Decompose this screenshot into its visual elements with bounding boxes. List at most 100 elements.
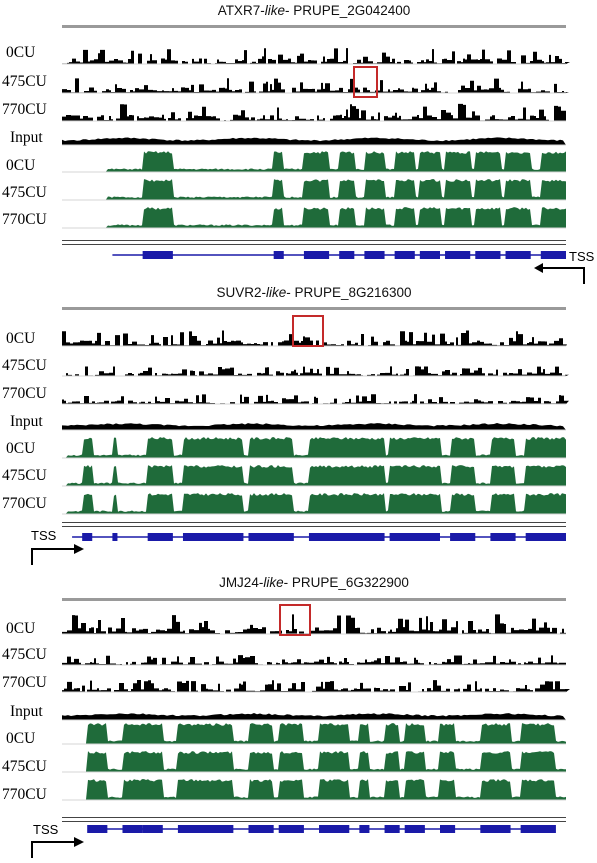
highlight-box (279, 604, 311, 636)
tss-arrow-icon (31, 837, 84, 858)
chip-coverage (62, 48, 570, 64)
separator-line (62, 817, 566, 818)
track-label: 770CU (2, 786, 47, 803)
exon-block (475, 251, 501, 259)
tss-label: TSS (569, 249, 595, 264)
ruler-bar (62, 598, 566, 601)
gene-id: - PRUPE_6G322900 (283, 575, 409, 590)
track-label: 770CU (2, 674, 47, 691)
chip-track-475cu (62, 366, 569, 377)
track-label: 475CU (2, 467, 47, 484)
rna-track-770cu (62, 779, 566, 801)
panel-2-title: SUVR2-like- PRUPE_8G216300 (60, 285, 568, 300)
exon-block (273, 251, 284, 259)
track-label: 475CU (2, 646, 47, 663)
highlight-box (292, 315, 324, 347)
exon-block (142, 825, 163, 833)
exon-block (505, 251, 531, 259)
exon-block (278, 825, 304, 833)
exon-block (525, 533, 566, 541)
chip-coverage (62, 614, 566, 634)
exon-block (450, 533, 476, 541)
panel-3-title: JMJ24-like- PRUPE_6G322900 (60, 575, 568, 590)
track-label: 475CU (2, 758, 47, 775)
exon-block (445, 251, 471, 259)
track-label: Input (10, 129, 43, 146)
track-label: 475CU (2, 184, 47, 201)
track-label: 770CU (2, 101, 47, 118)
exon-block (303, 251, 330, 259)
chip-track-770cu (62, 680, 570, 693)
rna-coverage (62, 723, 566, 744)
ruler-bar (62, 25, 566, 28)
chip-track-770cu (62, 103, 566, 122)
chip-coverage (62, 680, 570, 692)
exon-block (112, 533, 118, 541)
separator-line (62, 526, 566, 527)
track-label: 0CU (6, 730, 36, 747)
rna-track-770cu (62, 493, 566, 515)
exon-block (122, 825, 143, 833)
track-label: 770CU (2, 495, 47, 512)
track-label: 475CU (2, 73, 47, 90)
highlight-box (353, 66, 378, 98)
exon-block (182, 533, 244, 541)
gene-model (112, 251, 566, 259)
rna-track-475cu (62, 465, 566, 487)
rna-track-0cu (62, 151, 566, 173)
input-coverage (62, 423, 566, 430)
chip-track-770cu (62, 394, 569, 405)
exon-block (308, 533, 385, 541)
track-label: 0CU (6, 157, 36, 174)
separator-line (62, 244, 566, 245)
exon-block (359, 825, 370, 833)
track-label: 475CU (2, 357, 47, 374)
exon-block (82, 533, 93, 541)
gene-model (72, 533, 566, 541)
track-label: 0CU (6, 620, 36, 637)
chip-coverage (62, 330, 567, 346)
chip-coverage (62, 78, 569, 93)
track-label: 770CU (2, 211, 47, 228)
chip-track-0cu (62, 614, 566, 635)
chip-track-475cu (62, 78, 569, 94)
rna-coverage (62, 751, 566, 772)
exon-block (480, 825, 511, 833)
exon-block (147, 533, 173, 541)
rna-track-770cu (62, 207, 566, 229)
gene-prefix: SUVR2- (216, 285, 266, 300)
chip-coverage (62, 103, 566, 121)
rna-track-475cu (62, 751, 566, 773)
track-label: 0CU (6, 44, 36, 61)
rna-coverage (62, 779, 566, 800)
exon-block (520, 825, 556, 833)
track-label: 770CU (2, 385, 47, 402)
input-track (62, 137, 566, 146)
rna-coverage (62, 437, 566, 458)
input-track (62, 713, 566, 721)
input-coverage (62, 137, 566, 145)
exon-block (540, 251, 566, 259)
rna-coverage (62, 151, 566, 172)
separator-line (62, 240, 566, 241)
gene-id: - PRUPE_8G216300 (286, 285, 412, 300)
rna-track-475cu (62, 179, 566, 201)
chip-track-0cu (62, 48, 570, 65)
chip-coverage (62, 366, 569, 376)
exon-block (177, 825, 234, 833)
rna-track-0cu (62, 723, 566, 745)
chip-coverage (62, 394, 569, 404)
track-label: 0CU (6, 330, 36, 347)
tss-arrow-icon (534, 263, 585, 284)
panel-1-title: ATXR7-like- PRUPE_2G042400 (60, 3, 568, 18)
exon-block (339, 251, 355, 259)
track-label: Input (10, 703, 43, 720)
input-coverage (62, 713, 566, 720)
chip-coverage (62, 655, 566, 665)
exon-block (394, 251, 415, 259)
exon-block (319, 825, 350, 833)
gene-id: - PRUPE_2G042400 (284, 3, 411, 18)
ruler-bar (62, 307, 566, 310)
separator-line (62, 522, 566, 523)
gene-like: like (264, 3, 285, 18)
